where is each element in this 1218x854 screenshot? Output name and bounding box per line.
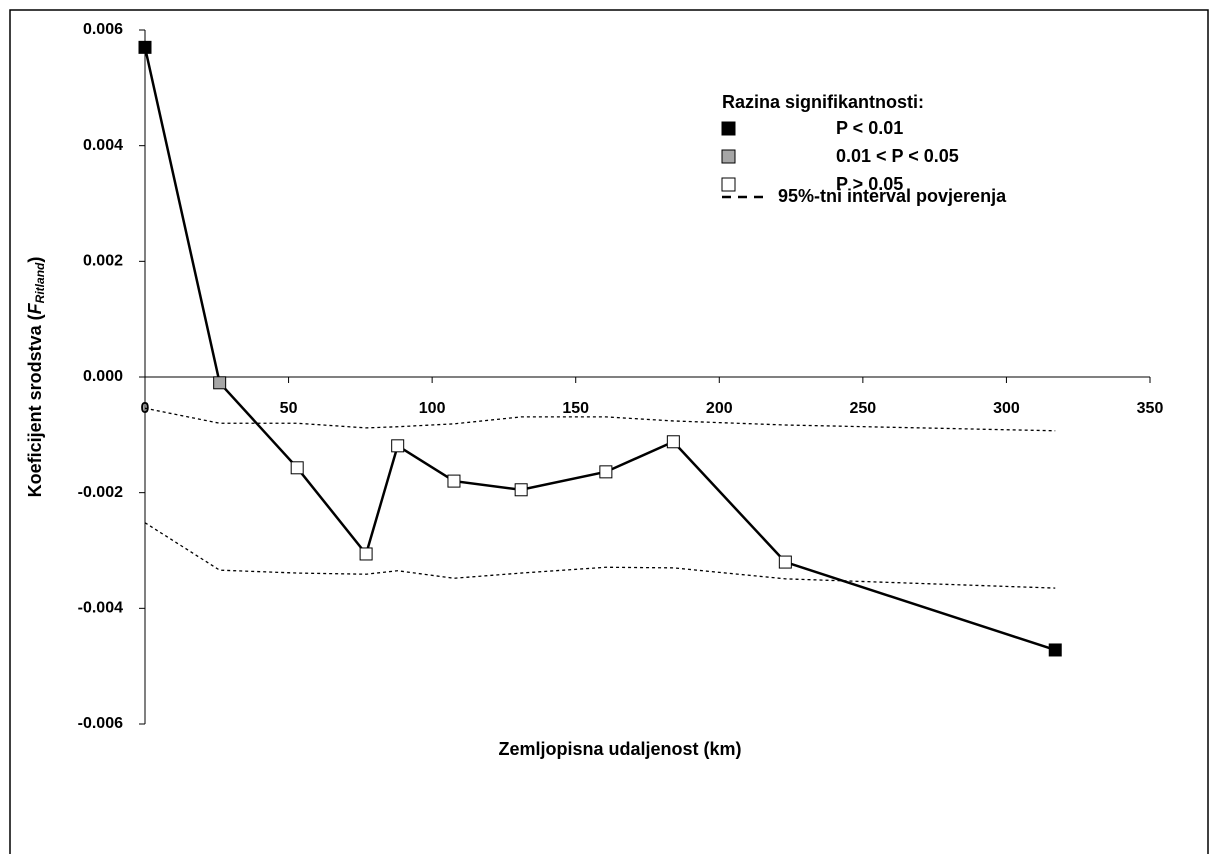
legend-label: 0.01 < P < 0.05 (836, 146, 959, 166)
y-tick-label: -0.002 (78, 484, 123, 501)
point (778, 555, 792, 569)
y-axis-label: Koeficijent srodstva (FRitland) (25, 257, 47, 498)
x-tick-label: 100 (419, 400, 446, 417)
y-tick-label: 0.006 (83, 21, 123, 38)
x-tick-label: 200 (706, 400, 733, 417)
point (359, 547, 373, 561)
point (514, 483, 528, 497)
y-label-part: Ritland (33, 262, 47, 303)
point (391, 439, 405, 453)
point (213, 376, 227, 390)
point (290, 461, 304, 475)
x-tick-label: 150 (562, 400, 589, 417)
point (447, 474, 461, 488)
y-tick-label: 0.004 (83, 137, 123, 154)
x-axis-label: Zemljopisna udaljenost (km) (498, 739, 741, 759)
ci-upper (144, 407, 1056, 432)
point (138, 40, 152, 54)
ci-lower (144, 522, 1056, 589)
y-tick-label: 0.002 (83, 253, 123, 270)
y-label-part: Koeficijent srodstva ( (25, 314, 45, 497)
legend-title: Razina signifikantnosti: (722, 92, 924, 112)
data-line (143, 47, 1056, 652)
x-tick-label: 250 (850, 400, 877, 417)
x-tick-label: 50 (280, 400, 298, 417)
y-tick-label: -0.006 (78, 715, 123, 732)
y-tick-label: 0.000 (83, 368, 123, 385)
y-tick-label: -0.004 (78, 600, 123, 617)
legend-label: 95%-tni interval povjerenja (778, 186, 1007, 206)
legend-marker (721, 177, 736, 192)
point (666, 435, 680, 449)
x-tick-label: 350 (1137, 400, 1164, 417)
legend-marker (721, 149, 736, 164)
point (599, 465, 613, 479)
legend-label: P > 0.05 (836, 174, 903, 194)
frame (9, 9, 1209, 854)
y-label-part: ) (25, 257, 45, 263)
legend-marker (721, 121, 736, 136)
x-tick-label: 300 (993, 400, 1020, 417)
point (1048, 643, 1062, 657)
y-label-part: F (25, 302, 45, 314)
legend-label: P < 0.01 (836, 118, 903, 138)
